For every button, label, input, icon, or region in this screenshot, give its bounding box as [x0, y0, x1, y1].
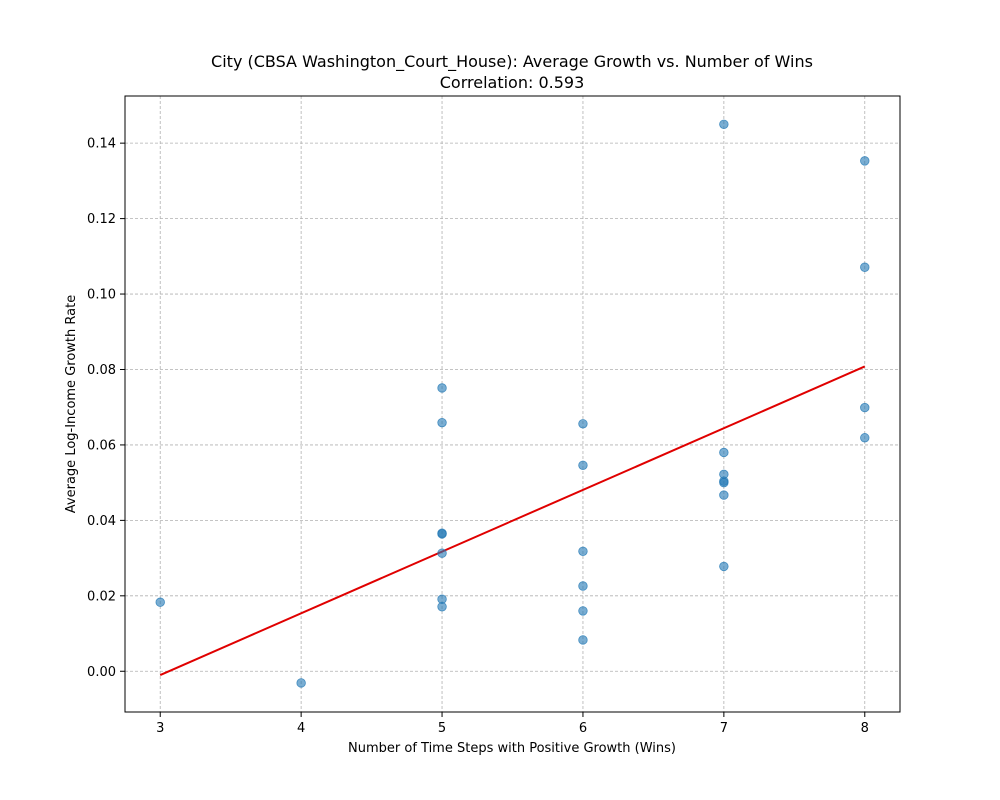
data-point: [860, 262, 870, 272]
y-tick-label: 0.14: [87, 137, 116, 152]
data-point: [860, 156, 870, 166]
x-tick-label: 6: [579, 721, 587, 736]
trend-layer: [159, 365, 866, 676]
chart-subtitle: Correlation: 0.593: [440, 73, 585, 92]
y-tick-label: 0.04: [87, 514, 116, 529]
data-point: [578, 606, 588, 616]
points-layer: [155, 119, 870, 688]
x-axis-label: Number of Time Steps with Positive Growt…: [348, 741, 676, 756]
data-point: [437, 417, 447, 428]
data-point: [860, 433, 870, 443]
data-point: [155, 597, 165, 607]
data-point: [437, 602, 447, 612]
y-tick-label: 0.02: [87, 589, 116, 604]
data-point: [578, 460, 588, 470]
x-axis: 3 4 5 6 7 8: [156, 712, 869, 736]
trend-line: [159, 365, 866, 676]
y-axis: 0.00 0.02 0.04 0.06 0.08 0.10 0.12 0.14: [87, 137, 125, 680]
data-point: [578, 635, 588, 645]
chart-title: City (CBSA Washington_Court_House): Aver…: [211, 52, 813, 72]
y-tick-label: 0.10: [87, 288, 116, 303]
data-point: [719, 119, 729, 129]
data-point: [719, 477, 729, 488]
data-point: [719, 447, 729, 458]
y-tick-label: 0.08: [87, 363, 116, 378]
x-tick-label: 8: [861, 721, 869, 736]
data-point: [437, 548, 447, 558]
data-point: [719, 561, 729, 572]
data-point: [578, 546, 588, 557]
y-tick-label: 0.06: [87, 438, 116, 453]
data-point: [578, 581, 588, 591]
y-axis-label: Average Log-Income Growth Rate: [64, 295, 79, 513]
data-point: [719, 490, 729, 500]
data-point: [437, 529, 447, 539]
data-point: [437, 383, 447, 393]
y-tick-label: 0.00: [87, 665, 116, 680]
data-point: [860, 402, 870, 413]
y-tick-label: 0.12: [87, 212, 116, 227]
data-point: [578, 419, 588, 429]
x-tick-label: 5: [438, 721, 446, 736]
x-tick-label: 7: [720, 721, 728, 736]
plot-frame: [124, 95, 901, 713]
data-point: [296, 678, 306, 688]
x-tick-label: 4: [297, 721, 305, 736]
x-tick-label: 3: [156, 721, 164, 736]
grid-layer: [125, 96, 900, 712]
